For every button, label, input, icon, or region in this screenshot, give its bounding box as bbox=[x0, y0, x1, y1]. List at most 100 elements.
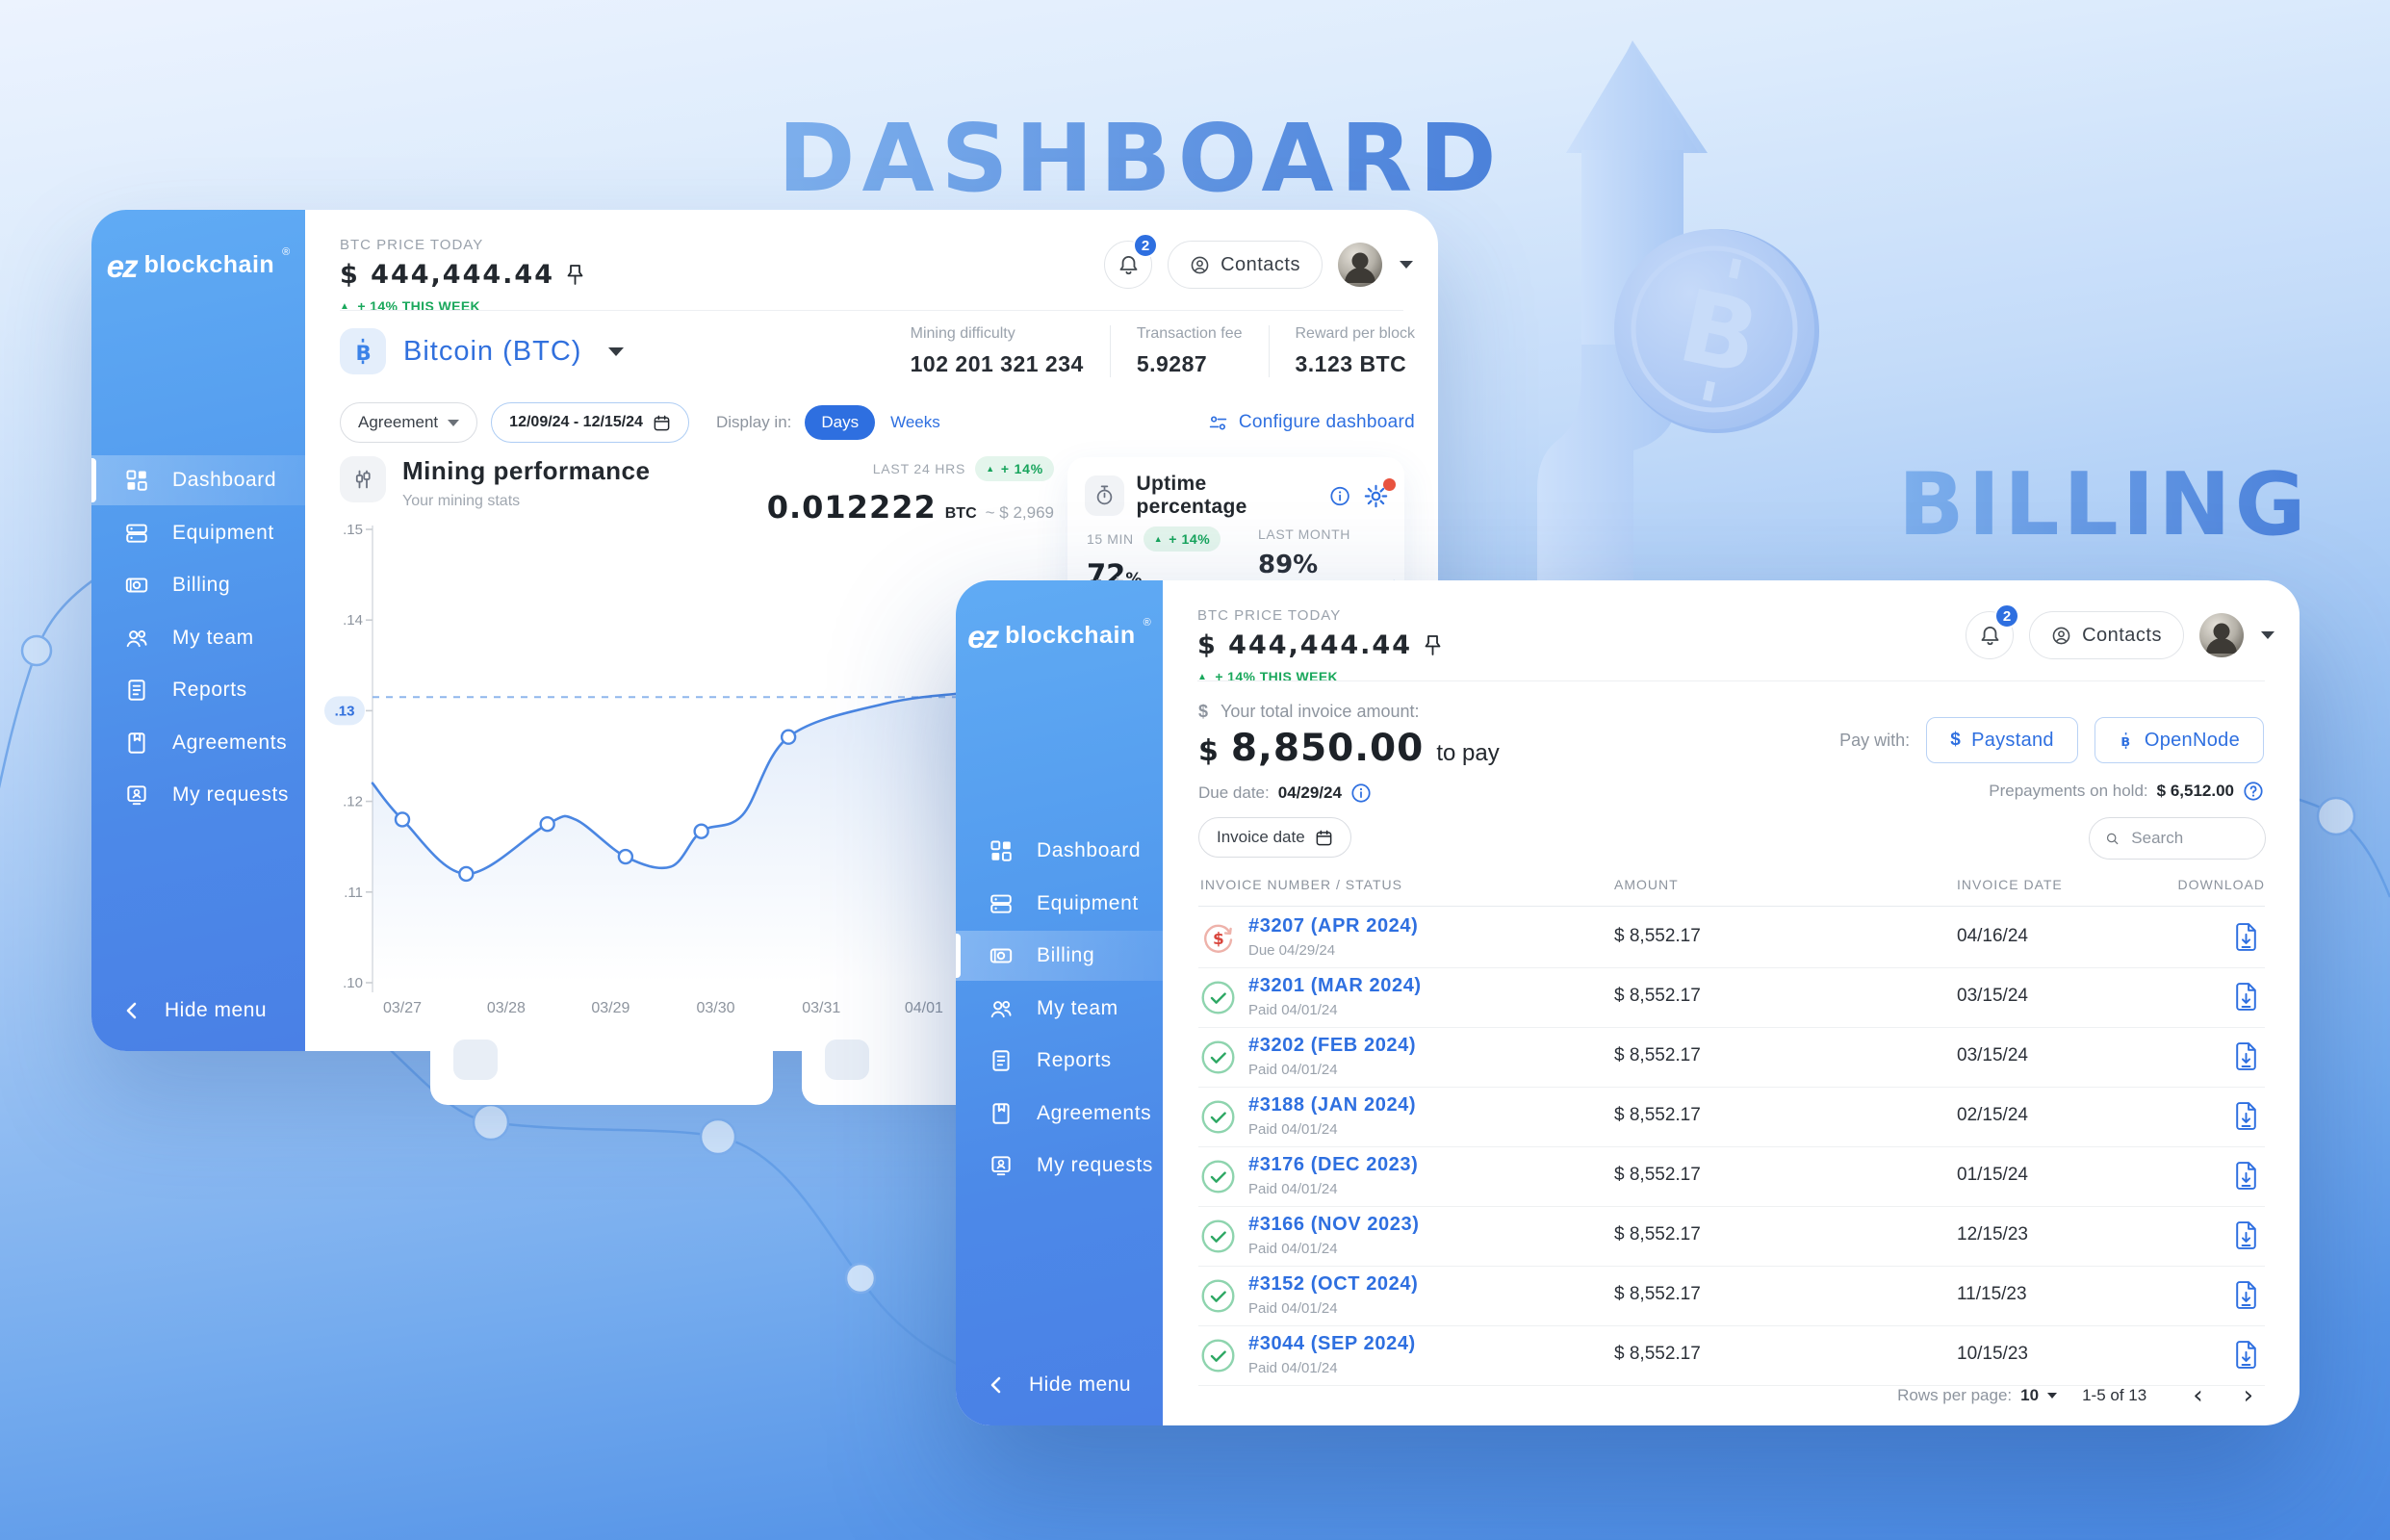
search-input[interactable] bbox=[2129, 828, 2249, 849]
invoice-amount: $ 8,552.17 bbox=[1614, 926, 1701, 946]
opennode-button[interactable]: B OpenNode bbox=[2094, 717, 2264, 763]
sidebar-item-agreements[interactable]: Agreements bbox=[956, 1089, 1163, 1139]
pin-icon[interactable] bbox=[1424, 634, 1442, 657]
mining-fiat-value: ~ $ 2,969 bbox=[985, 503, 1054, 522]
sidebar-item-billing[interactable]: Billing bbox=[956, 931, 1163, 981]
mining-unit: BTC bbox=[944, 505, 977, 522]
stat-reward-per-block: Reward per block 3.123 BTC bbox=[1268, 325, 1415, 377]
paid-status-icon bbox=[1201, 1040, 1235, 1074]
download-invoice-button[interactable] bbox=[2233, 982, 2259, 1012]
sidebar-item-label: Dashboard bbox=[172, 469, 277, 491]
info-icon[interactable] bbox=[1329, 485, 1350, 507]
pagination-prev-button[interactable]: ‹ bbox=[2193, 1381, 2203, 1410]
agreement-dropdown[interactable]: Agreement bbox=[340, 402, 478, 443]
hide-menu-button[interactable]: Hide menu bbox=[989, 1373, 1131, 1397]
billing-main: BTC PRICE TODAY $ 444,444.44 ▲ + 14% THIS… bbox=[1163, 580, 2300, 1425]
stat-mining-difficulty: Mining difficulty 102 201 321 234 bbox=[885, 325, 1110, 377]
avatar[interactable] bbox=[2199, 613, 2244, 657]
invoice-number-link[interactable]: #3202 (FEB 2024) bbox=[1248, 1035, 1417, 1056]
paid-status-icon bbox=[1200, 1099, 1236, 1135]
sidebar-item-reports[interactable]: Reports bbox=[91, 665, 305, 715]
coin-selector[interactable]: B Bitcoin (BTC) bbox=[340, 328, 625, 374]
notifications-button[interactable]: 2 bbox=[1966, 603, 2020, 659]
pin-icon[interactable] bbox=[566, 264, 584, 287]
contacts-button[interactable]: Contacts bbox=[2029, 611, 2184, 659]
brand-logo-name: blockchain bbox=[143, 251, 275, 278]
dollar-icon: $ bbox=[1198, 702, 1209, 721]
invoice-number-link[interactable]: #3044 (SEP 2024) bbox=[1248, 1333, 1416, 1354]
dashboard-window: ez blockchain ® Dashboard Equipment Billin… bbox=[91, 210, 1438, 1105]
sidebar-item-my-team[interactable]: My team bbox=[956, 984, 1163, 1034]
my-requests-icon bbox=[989, 1153, 1014, 1178]
paystand-button[interactable]: $ Paystand bbox=[1926, 717, 2078, 763]
download-invoice-button[interactable] bbox=[2233, 1101, 2259, 1131]
date-range-picker[interactable]: 12/09/24 - 12/15/24 bbox=[491, 402, 689, 443]
invoice-amount: $ 8,552.17 bbox=[1614, 1284, 1701, 1304]
invoice-number-link[interactable]: #3152 (OCT 2024) bbox=[1248, 1273, 1419, 1295]
contacts-button[interactable]: Contacts bbox=[1168, 241, 1323, 289]
download-invoice-button[interactable] bbox=[2233, 1340, 2259, 1370]
sliders-icon bbox=[1209, 415, 1227, 430]
paid-status-icon bbox=[1201, 1279, 1235, 1313]
sidebar-item-agreements[interactable]: Agreements bbox=[91, 718, 305, 768]
sidebar-item-reports[interactable]: Reports bbox=[956, 1036, 1163, 1086]
avatar[interactable] bbox=[1338, 243, 1382, 287]
invoice-number-link[interactable]: #3207 (APR 2024) bbox=[1248, 915, 1419, 937]
agreements-icon bbox=[124, 731, 149, 756]
stat-value: 5.9287 bbox=[1136, 351, 1208, 376]
bitcoin-arrow-illustration: B bbox=[1537, 40, 1819, 580]
mining-value: 0.012222 bbox=[766, 489, 937, 526]
sidebar-item-dashboard[interactable]: Dashboard bbox=[956, 826, 1163, 876]
download-invoice-button[interactable] bbox=[2233, 1041, 2259, 1071]
svg-text:B: B bbox=[356, 342, 372, 366]
hide-menu-label: Hide menu bbox=[1029, 1373, 1132, 1396]
bell-icon bbox=[1119, 255, 1138, 274]
btc-price-value: $ 444,444.44 bbox=[340, 260, 554, 290]
btc-price-label: BTC PRICE TODAY bbox=[340, 237, 484, 253]
sidebar-item-my-requests[interactable]: My requests bbox=[956, 1141, 1163, 1191]
svg-text:.13: .13 bbox=[335, 703, 355, 719]
sidebar-item-label: My requests bbox=[1037, 1154, 1153, 1176]
help-icon[interactable] bbox=[2243, 781, 2264, 802]
sidebar-item-label: Equipment bbox=[1037, 891, 1139, 914]
rows-per-page-select[interactable]: Rows per page: 10 bbox=[1897, 1386, 2058, 1405]
due-status-icon: $ bbox=[1200, 920, 1236, 956]
sidebar-item-equipment[interactable]: Equipment bbox=[956, 879, 1163, 929]
sidebar-item-my-requests[interactable]: My requests bbox=[91, 770, 305, 820]
invoice-number-link[interactable]: #3176 (DEC 2023) bbox=[1248, 1154, 1419, 1175]
invoice-number-link[interactable]: #3166 (NOV 2023) bbox=[1248, 1214, 1420, 1235]
pagination-next-button[interactable]: › bbox=[2243, 1381, 2253, 1410]
configure-dashboard-button[interactable]: Configure dashboard bbox=[1208, 412, 1415, 433]
download-invoice-button[interactable] bbox=[2233, 1280, 2259, 1310]
notifications-button[interactable]: 2 bbox=[1104, 233, 1159, 289]
invoice-status: Paid 04/01/24 bbox=[1248, 1121, 1338, 1138]
sidebar-item-my-team[interactable]: My team bbox=[91, 613, 305, 663]
display-days-toggle[interactable]: Days bbox=[805, 405, 876, 440]
uptime-month-value: 89% bbox=[1258, 551, 1319, 579]
download-invoice-button[interactable] bbox=[2233, 1220, 2259, 1250]
paid-status-icon bbox=[1200, 1159, 1236, 1194]
hide-menu-button[interactable]: Hide menu bbox=[124, 999, 267, 1022]
invoice-number-link[interactable]: #3201 (MAR 2024) bbox=[1248, 975, 1422, 996]
invoice-row: #3176 (DEC 2023) Paid 04/01/24 $ 8,552.17 0… bbox=[1198, 1146, 2265, 1207]
display-weeks-toggle[interactable]: Weeks bbox=[890, 413, 940, 431]
download-invoice-button[interactable] bbox=[2233, 1161, 2259, 1191]
prepayments-row: Prepayments on hold: $ 6,512.00 bbox=[1989, 781, 2264, 802]
svg-text:.12: .12 bbox=[343, 794, 363, 810]
avatar-menu-caret[interactable] bbox=[2261, 631, 2274, 639]
uptime-card-title: Uptime percentage bbox=[1136, 473, 1247, 518]
avatar-menu-caret[interactable] bbox=[1400, 261, 1413, 269]
sidebar-item-dashboard[interactable]: Dashboard bbox=[91, 455, 305, 505]
svg-text:03/31: 03/31 bbox=[802, 1000, 840, 1016]
coin-name: Bitcoin (BTC) bbox=[403, 335, 582, 367]
invoice-date: 12/15/23 bbox=[1957, 1224, 2028, 1245]
info-icon[interactable] bbox=[1350, 783, 1372, 804]
uptime-settings-button[interactable] bbox=[1363, 477, 1396, 509]
invoice-date-filter[interactable]: Invoice date bbox=[1198, 817, 1351, 858]
sidebar-item-label: My requests bbox=[172, 783, 289, 806]
sidebar-item-billing[interactable]: Billing bbox=[91, 560, 305, 610]
sidebar-item-equipment[interactable]: Equipment bbox=[91, 508, 305, 558]
equipment-icon bbox=[989, 891, 1014, 916]
download-invoice-button[interactable] bbox=[2233, 922, 2259, 952]
invoice-number-link[interactable]: #3188 (JAN 2024) bbox=[1248, 1094, 1417, 1116]
